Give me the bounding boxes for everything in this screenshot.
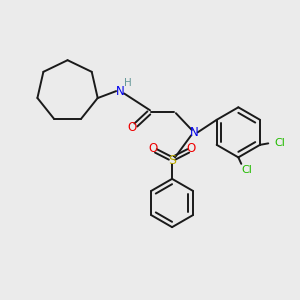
Text: H: H bbox=[124, 78, 132, 88]
Text: N: N bbox=[116, 85, 125, 98]
Text: O: O bbox=[128, 122, 137, 134]
Text: O: O bbox=[187, 142, 196, 155]
Text: Cl: Cl bbox=[241, 165, 252, 175]
Text: Cl: Cl bbox=[275, 138, 286, 148]
Text: N: N bbox=[190, 126, 199, 139]
Text: S: S bbox=[168, 154, 176, 167]
Text: O: O bbox=[148, 142, 158, 155]
